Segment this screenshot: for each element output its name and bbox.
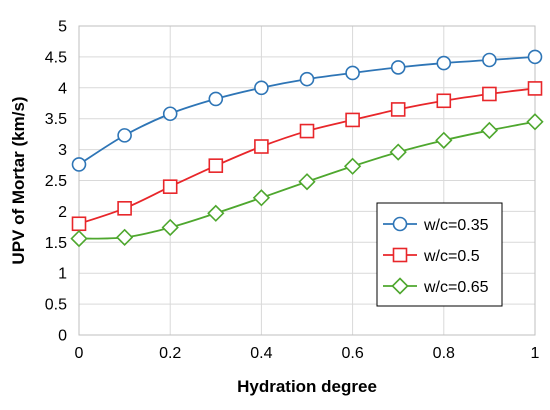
data-point-square: [436, 93, 452, 109]
data-point-diamond: [389, 143, 407, 161]
data-point-circle: [254, 80, 269, 96]
legend: w/c=0.35 w/c=0.5 w/c=0.65: [376, 202, 503, 307]
x-tick-label: 0.2: [159, 345, 181, 362]
data-point-circle: [482, 52, 497, 68]
data-point-circle: [208, 91, 224, 107]
data-point-circle: [527, 49, 543, 65]
data-point-square: [527, 81, 543, 96]
y-tick-label: 0.5: [45, 297, 67, 314]
data-series: [70, 49, 544, 248]
plot-area-border: [78, 25, 536, 336]
data-point-diamond: [161, 218, 179, 237]
data-point-diamond: [526, 113, 544, 131]
data-point-diamond: [115, 228, 134, 246]
y-tick-label: 3.5: [45, 111, 67, 128]
series-diamond: [70, 113, 544, 248]
data-point-circle: [390, 60, 406, 75]
y-tick-label: 2: [58, 204, 67, 221]
y-tick-label: 4.5: [45, 49, 67, 66]
data-point-diamond: [435, 131, 453, 149]
data-point-square: [254, 139, 269, 154]
series-square: [71, 81, 543, 232]
data-point-square: [71, 216, 87, 232]
series-circle: [71, 49, 543, 172]
data-point-circle: [436, 55, 452, 71]
data-point-circle: [345, 65, 360, 81]
x-tick-label: 0.8: [433, 345, 455, 362]
data-point-diamond: [70, 229, 88, 248]
data-point-circle: [117, 128, 132, 143]
data-point-diamond: [252, 189, 271, 207]
data-point-square: [345, 112, 360, 128]
data-point-square: [299, 123, 315, 139]
legend-label: w/c=0.65: [423, 279, 489, 296]
x-tick-label: 1: [531, 345, 540, 362]
y-tick-label: 4: [58, 80, 67, 97]
y-tick-label: 3: [58, 142, 67, 159]
data-point-square: [208, 158, 224, 173]
data-point-square: [162, 179, 178, 194]
x-tick-label: 0.6: [341, 345, 363, 362]
data-point-square: [390, 102, 406, 117]
y-axis-title: UPV of Mortar (km/s): [9, 96, 28, 264]
legend-marker-circle: [392, 216, 408, 232]
data-point-circle: [299, 71, 315, 87]
y-tick-label: 2.5: [45, 173, 67, 190]
x-axis-title: Hydration degree: [237, 377, 377, 396]
data-point-diamond: [298, 173, 316, 191]
y-tick-label: 0: [58, 328, 67, 345]
data-point-square: [482, 86, 497, 102]
x-tick-label: 0: [75, 345, 84, 362]
data-point-square: [117, 201, 132, 216]
data-point-circle: [71, 157, 87, 172]
legend-label: w/c=0.35: [423, 217, 489, 234]
tick-labels: 0 0.5 1 1.5 2 2.5 3 3.5 4 4.5 5 0 0.2 0.4 0.6 0.8 1: [45, 19, 540, 363]
legend-label: w/c=0.5: [423, 248, 480, 265]
y-tick-label: 5: [58, 19, 67, 36]
data-point-circle: [162, 106, 178, 122]
legend-marker-square: [392, 247, 408, 263]
data-point-diamond: [343, 157, 362, 175]
data-point-diamond: [480, 121, 499, 140]
legend-marker-diamond: [391, 277, 409, 295]
data-point-diamond: [207, 204, 225, 222]
x-tick-label: 0.4: [250, 345, 272, 362]
y-tick-label: 1: [58, 266, 67, 283]
y-tick-label: 1.5: [45, 235, 67, 252]
